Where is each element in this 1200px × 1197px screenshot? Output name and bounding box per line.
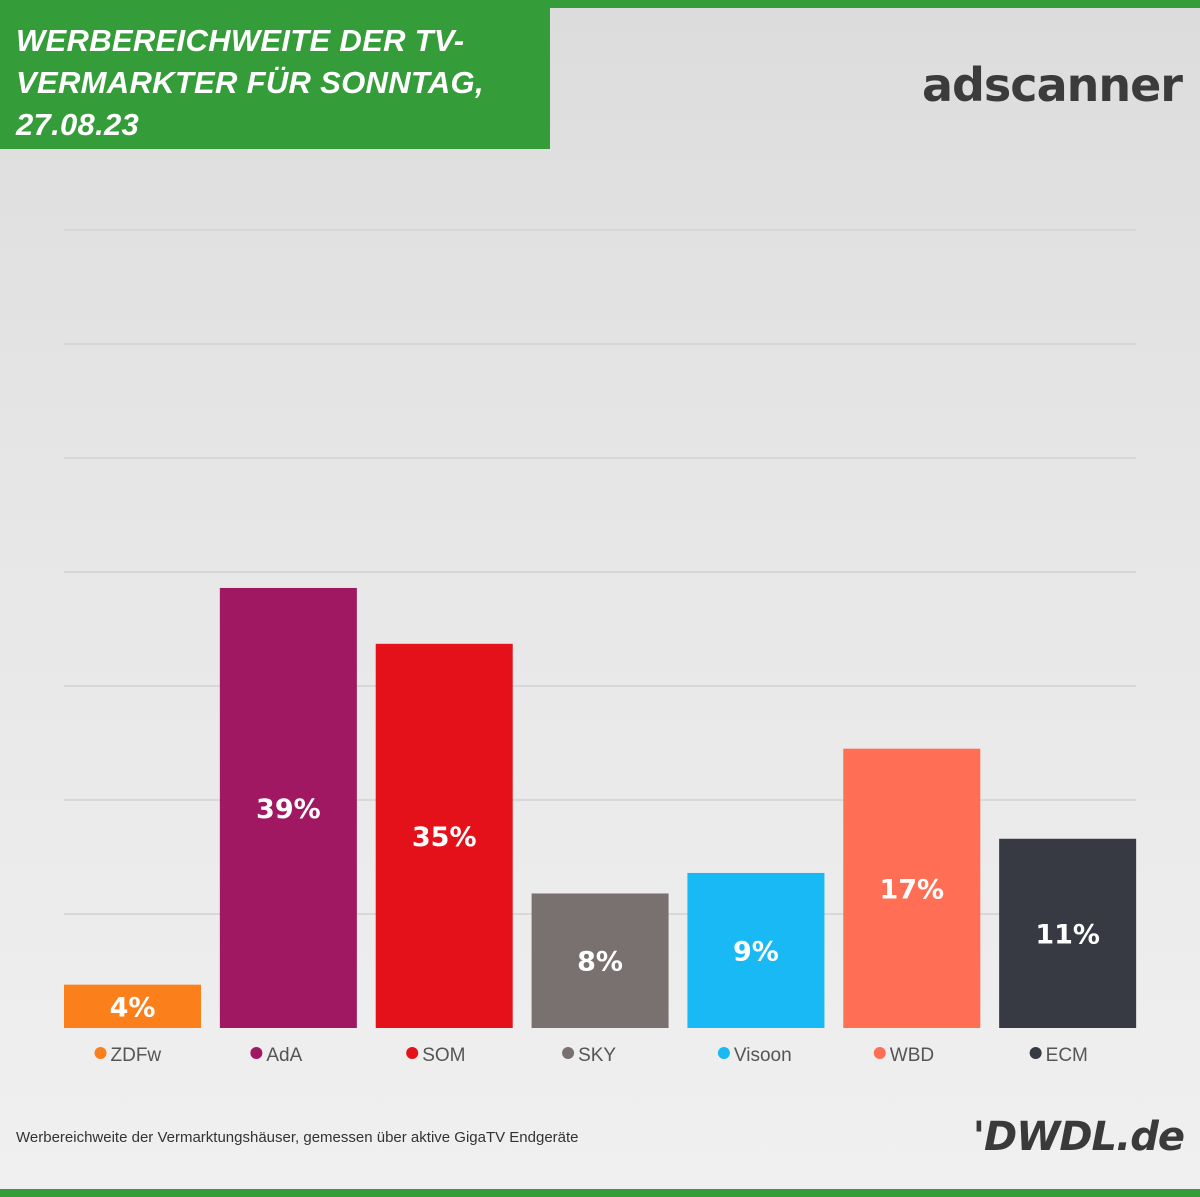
legend-label: Visoon <box>734 1045 792 1066</box>
data-label-visoon: 9% <box>733 936 779 967</box>
bar-ada <box>219 587 357 1028</box>
legend-swatch <box>1029 1047 1042 1059</box>
legend-item-wbd: WBD <box>873 1045 934 1066</box>
legend-label: AdA <box>266 1045 302 1066</box>
legend-item-zdfw: ZDFw <box>94 1045 162 1066</box>
legend-label: SOM <box>422 1045 465 1066</box>
bar-som <box>375 643 513 1028</box>
bar-wbd <box>843 748 981 1028</box>
data-label-sky: 8% <box>577 947 623 978</box>
bar-zdfw <box>64 984 201 1028</box>
data-label-ada: 39% <box>256 794 321 825</box>
legend-item-ecm: ECM <box>1029 1045 1088 1066</box>
dwdl-logo: 'DWDL.de <box>972 1114 1185 1160</box>
bar-sky <box>531 893 669 1028</box>
bar-ecm <box>999 838 1137 1028</box>
legend-swatch <box>717 1047 730 1059</box>
data-label-som: 35% <box>412 822 477 853</box>
legend-swatch <box>406 1047 419 1059</box>
data-label-zdfw: 4% <box>110 992 156 1023</box>
legend-label: WBD <box>890 1045 934 1066</box>
footnote: Werbereichweite der Vermarktungshäuser, … <box>16 1129 579 1146</box>
legend-item-sky: SKY <box>562 1045 616 1066</box>
legend-item-ada: AdA <box>250 1045 303 1066</box>
bar-visoon <box>687 872 825 1028</box>
legend-swatch <box>94 1047 107 1059</box>
legend-item-visoon: Visoon <box>717 1045 792 1066</box>
legend-label: ZDFw <box>111 1045 162 1066</box>
bar-chart: 4% ZDFw 39% AdA 35% SOM 8% SKY 9% Visoon 17% WBD 11%… <box>64 229 1137 1066</box>
legend-swatch <box>250 1047 263 1059</box>
data-label-ecm: 11% <box>1035 919 1100 950</box>
legend-swatch <box>873 1047 886 1059</box>
chart-title: WERBEREICHWEITE DER TV-VERMARKTER FÜR SO… <box>16 23 484 142</box>
legend-swatch <box>562 1047 575 1059</box>
data-label-wbd: 17% <box>879 874 944 905</box>
legend-item-som: SOM <box>406 1045 465 1066</box>
top-accent-bar <box>0 0 1200 8</box>
legend-label: SKY <box>578 1045 616 1066</box>
legend-label: ECM <box>1046 1045 1088 1066</box>
bottom-accent-bar <box>0 1189 1200 1197</box>
adscanner-logo: adscanner <box>921 58 1183 112</box>
title-banner: WERBEREICHWEITE DER TV-VERMARKTER FÜR SO… <box>0 8 550 149</box>
